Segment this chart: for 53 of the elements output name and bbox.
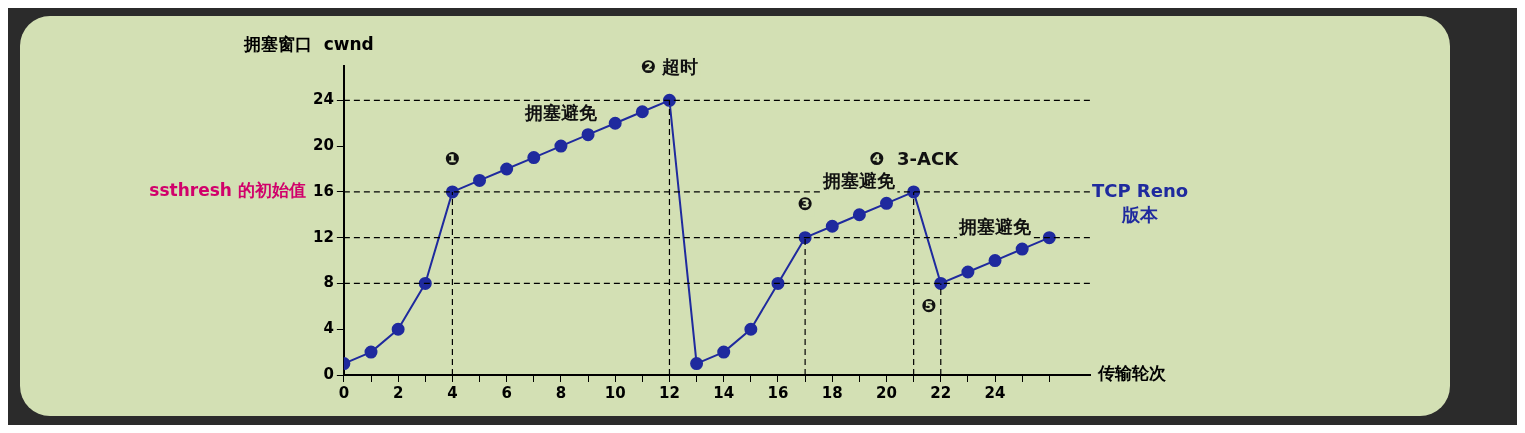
point xyxy=(961,265,975,279)
annotation: ❺ xyxy=(921,295,937,317)
y-tick-label: 12 xyxy=(313,227,334,246)
point xyxy=(825,219,839,233)
x-tick-label: 10 xyxy=(604,383,626,402)
y-tick-label: 8 xyxy=(323,273,334,292)
x-tick-label: 16 xyxy=(767,383,789,402)
x-tick-label: 0 xyxy=(338,383,350,402)
annotation: 拥塞避免 xyxy=(958,216,1033,238)
x-tick-label: 24 xyxy=(984,383,1006,402)
point xyxy=(880,196,894,210)
point xyxy=(744,322,758,336)
annotation: ❹ 3-ACK xyxy=(869,147,960,169)
y-tick-label: 16 xyxy=(313,181,334,200)
x-tick-label: 14 xyxy=(713,383,735,402)
point xyxy=(473,173,487,187)
annotation: 拥塞避免 xyxy=(822,170,897,192)
point xyxy=(690,357,704,371)
point xyxy=(418,276,432,290)
x-tick-label: 8 xyxy=(555,383,567,402)
x-tick-label: 20 xyxy=(876,383,897,402)
x-tick-label: 18 xyxy=(821,383,843,402)
y-tick-label: 4 xyxy=(323,319,334,338)
point xyxy=(527,151,541,165)
point xyxy=(1042,231,1056,245)
point xyxy=(391,322,405,336)
x-tick-label: 22 xyxy=(930,383,952,402)
point xyxy=(852,208,866,222)
annotation: ❸ xyxy=(797,193,813,215)
point xyxy=(581,128,595,142)
point xyxy=(635,105,649,119)
x-tick-label: 2 xyxy=(392,383,404,402)
point xyxy=(608,116,622,130)
point xyxy=(364,345,378,359)
x-tick-label: 4 xyxy=(447,383,458,402)
annotation: ❷ 超时 xyxy=(640,56,699,78)
annotation: ❶ xyxy=(444,147,461,169)
annotation: 拥塞避免 xyxy=(523,101,598,123)
point xyxy=(988,254,1002,268)
y-tick-label: 20 xyxy=(313,136,334,154)
y-axis-title: 拥塞窗口 cwnd xyxy=(242,34,374,55)
point xyxy=(771,276,785,290)
y-tick-label: 24 xyxy=(313,90,334,109)
point xyxy=(554,139,568,153)
ref-line-label: ssthresh 的初始值 xyxy=(149,180,306,201)
x-tick-label: 6 xyxy=(501,383,512,402)
text: TCP Reno 版本 xyxy=(1091,179,1189,225)
x-axis-title: 传输轮次 xyxy=(1097,363,1167,384)
point xyxy=(500,162,514,176)
point xyxy=(1015,242,1029,256)
y-tick-label: 0 xyxy=(323,364,334,383)
x-tick-label: 12 xyxy=(659,383,680,402)
point xyxy=(717,345,731,359)
